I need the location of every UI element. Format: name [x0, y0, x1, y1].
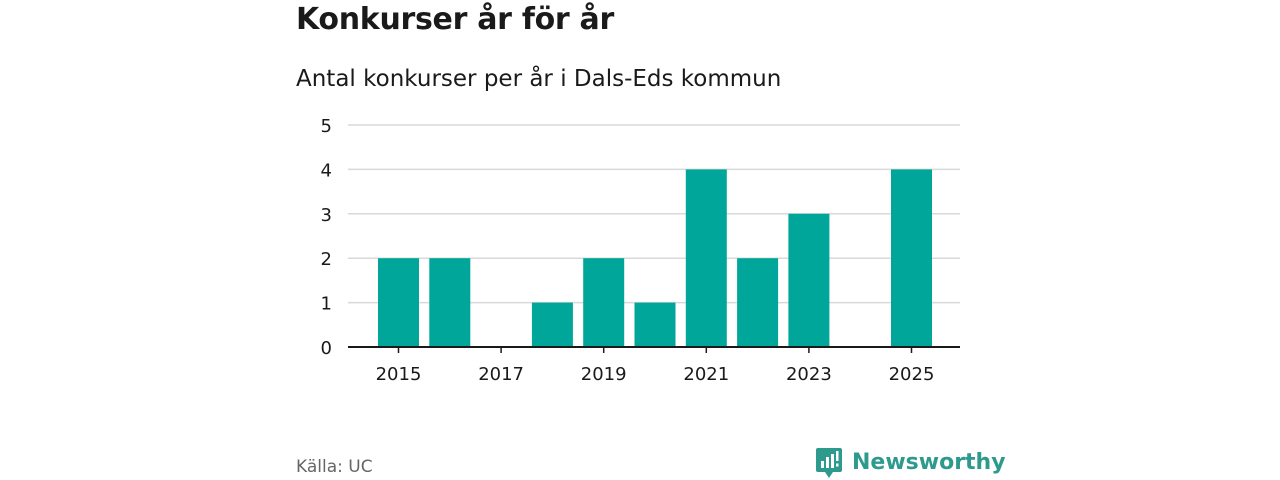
bar-2023 — [788, 213, 830, 347]
x-tick-label-2015: 2015 — [376, 364, 422, 385]
y-tick-label-2: 2 — [321, 249, 332, 270]
x-tick-label-2023: 2023 — [786, 364, 832, 385]
bar-2022 — [737, 258, 779, 347]
y-tick-label-5: 5 — [321, 116, 332, 137]
bar-2016 — [429, 258, 471, 347]
x-tick-label-2025: 2025 — [889, 364, 935, 385]
source-note: Källa: UC — [296, 457, 373, 477]
x-tick-label-2019: 2019 — [581, 364, 627, 385]
x-tick-label-2021: 2021 — [683, 364, 729, 385]
bar-2021 — [685, 169, 727, 347]
chart-subtitle: Antal konkurser per år i Dals-Eds kommun — [296, 66, 782, 92]
bar-2015 — [378, 258, 419, 347]
y-tick-label-3: 3 — [321, 205, 332, 226]
bar-2020 — [634, 302, 676, 347]
y-tick-label-1: 1 — [321, 294, 332, 315]
x-tick-label-2017: 2017 — [478, 364, 524, 385]
brand-name: Newsworthy — [852, 450, 1006, 475]
chart-title: Konkurser år för år — [296, 2, 614, 37]
y-tick-label-4: 4 — [321, 160, 332, 181]
bar-2025 — [891, 169, 932, 347]
bar-2019 — [583, 258, 625, 347]
y-tick-label-0: 0 — [321, 338, 332, 359]
brand-logo: Newsworthy — [815, 446, 1006, 480]
newsworthy-logo-icon — [816, 448, 842, 478]
bar-chart: 0 1 2 3 4 5 2015 2017 2019 2021 2023 2025 — [321, 116, 960, 385]
bar-2018 — [531, 302, 573, 347]
